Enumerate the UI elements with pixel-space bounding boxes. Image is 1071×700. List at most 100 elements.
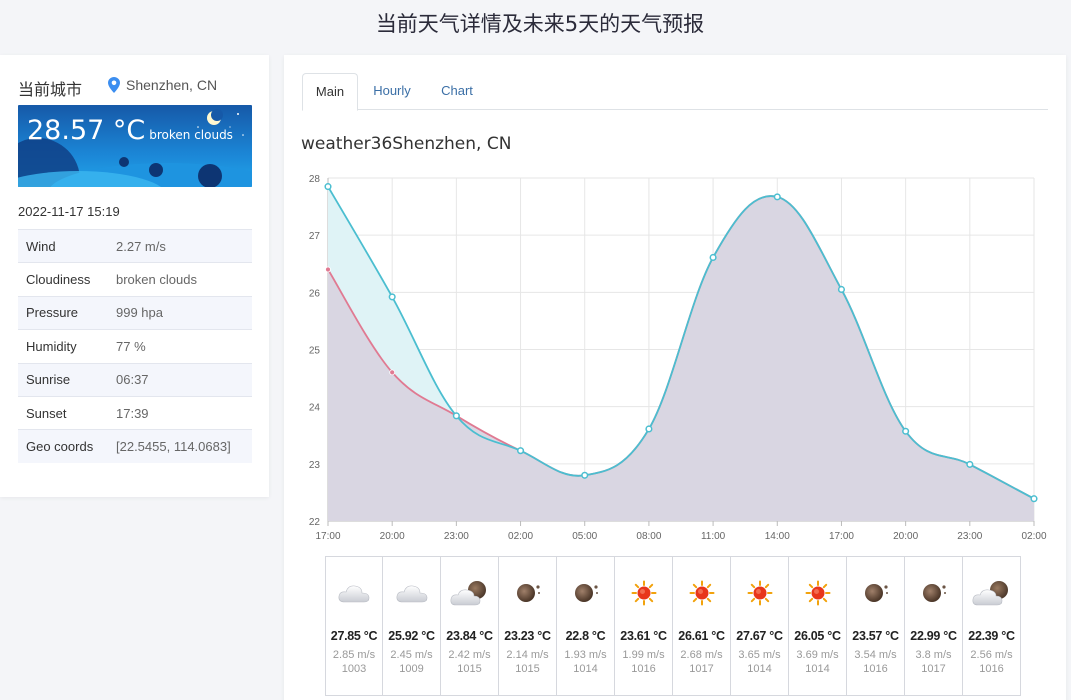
forecast-card: 23.84 °C 2.42 m/s 1015 [441,556,499,696]
lower-series-area [328,196,1034,522]
cloud-moon-icon [441,557,498,613]
forecast-temp: 23.57 °C [852,629,899,643]
upper-series-point [709,253,717,262]
page-title: 当前天气详情及未来5天的天气预报 [375,12,705,36]
forecast-temp: 22.39 °C [968,629,1015,643]
current-description: broken clouds [149,128,233,142]
forecast-wind: 3.69 m/s [796,649,839,661]
detail-key: Pressure [18,295,116,330]
forecast-wind: 1.93 m/s [564,649,607,661]
cloud-icon [383,557,440,613]
current-details-table: Wind 2.27 m/s Cloudiness broken clouds Press… [18,228,252,464]
city-location: Shenzhen, CN [108,77,217,93]
sun-icon [731,557,788,613]
detail-row: Geo coords [22.5455, 114.0683] [18,429,252,464]
detail-row: Sunrise 06:37 [18,362,252,397]
forecast-wind: 2.14 m/s [506,649,549,661]
forecast-wind: 2.85 m/s [332,649,376,661]
detail-key: Sunrise [18,362,116,397]
x-tick-label: 11:00 [701,531,726,542]
weather-banner: 28.57 °C broken clouds [18,105,252,187]
forecast-pressure: 1015 [515,663,540,675]
upper-series-point [966,460,974,468]
forecast-wind: 3.8 m/s [915,649,952,661]
forecast-temp: 27.67 °C [736,629,783,643]
y-tick-label: 28 [309,174,321,185]
forecast-pressure: 1017 [689,663,714,675]
forecast-pressure: 1009 [399,663,424,675]
upper-series-point [324,183,332,191]
upper-series-point [645,425,653,433]
city-location-text: Shenzhen, CN [126,77,218,93]
city-row: 当前城市 Shenzhen, CN [18,76,258,99]
forecast-pressure: 1016 [863,663,888,675]
forecast-card: 26.61 °C 2.68 m/s 1017 [673,556,731,696]
upper-series-point [902,427,910,435]
night-sky-illustration [18,105,252,187]
view-tabs: Main Hourly Chart [302,73,1048,111]
detail-row: Pressure 999 hpa [18,295,252,330]
current-weather-panel: 当前城市 Shenzhen, CN [0,55,269,497]
detail-value: 2.27 m/s [116,228,252,263]
forecast-wind: 2.42 m/s [448,649,491,661]
detail-key: Wind [18,228,116,263]
detail-value: 06:37 [116,362,252,397]
forecast-card: 22.8 °C 1.93 m/s 1014 [557,556,615,696]
upper-series-point [581,471,589,479]
current-temperature-value: 28.57 °C [27,115,146,146]
moon-icon [847,557,904,613]
forecast-temp: 26.05 °C [794,629,841,643]
upper-series-point [837,285,846,294]
forecast-wind: 2.68 m/s [680,649,723,661]
forecast-card: 23.57 °C 3.54 m/s 1016 [847,556,905,696]
detail-row: Wind 2.27 m/s [18,228,252,263]
temperature-chart: 22 23 24 25 26 27 28 17:00 20:00 23:00 02:00 05:00 0… [309,174,1047,542]
detail-key: Geo coords [18,429,116,464]
x-tick-label: 20:00 [380,531,405,542]
detail-row: Sunset 17:39 [18,395,252,430]
forecast-card: 22.39 °C 2.56 m/s 1016 [963,556,1021,696]
detail-key: Humidity [18,329,116,364]
detail-value: broken clouds [116,262,252,297]
x-tick-label: 17:00 [829,531,854,542]
forecast-pressure: 1003 [341,663,367,675]
forecast-card: 26.05 °C 3.69 m/s 1014 [789,556,847,696]
sun-icon [789,557,846,613]
x-tick-label: 20:00 [893,531,918,542]
forecast-temp: 23.84 °C [446,629,493,643]
forecast-pressure: 1014 [747,663,772,675]
detail-value: 77 % [116,329,252,364]
upper-series-point [773,193,781,201]
moon-icon [557,557,614,613]
forecast-card: 27.85 °C 2.85 m/s 1003 [325,556,383,696]
detail-row: Humidity 77 % [18,329,252,364]
forecast-temp: 22.8 °C [565,629,606,643]
moon-icon [905,557,962,613]
x-tick-label: 05:00 [572,531,597,542]
x-tick-label: 02:00 [1021,531,1046,542]
forecast-strip: 27.85 °C 2.85 m/s 1003 25.92 °C 2.45 m/s 1009… [325,556,1021,696]
upper-series-point [452,412,460,420]
upper-series-point [516,447,525,455]
x-tick-label: 02:00 [508,531,533,542]
forecast-pressure: 1014 [573,663,598,675]
cloud-icon [326,557,382,613]
tab-main[interactable]: Main [302,73,358,111]
lower-series-point [325,266,331,273]
moon-icon [499,557,556,613]
forecast-wind: 3.54 m/s [854,649,897,661]
forecast-temp: 25.92 °C [388,629,435,643]
forecast-card: 27.67 °C 3.65 m/s 1014 [731,556,789,696]
sun-icon [673,557,730,613]
forecast-panel: Main Hourly Chart weather36Shenzhen, CN … [284,55,1066,700]
tab-chart[interactable]: Chart [441,83,473,98]
forecast-pressure: 1015 [457,663,482,675]
x-tick-label: 23:00 [444,531,469,542]
detail-value: 17:39 [116,395,252,430]
forecast-pressure: 1017 [921,663,946,675]
forecast-pressure: 1016 [979,663,1004,675]
tab-hourly[interactable]: Hourly [373,83,411,98]
forecast-wind: 2.45 m/s [390,649,433,661]
current-temperature: 28.57 °C broken clouds [27,115,233,146]
forecast-wind: 2.56 m/s [970,649,1013,661]
